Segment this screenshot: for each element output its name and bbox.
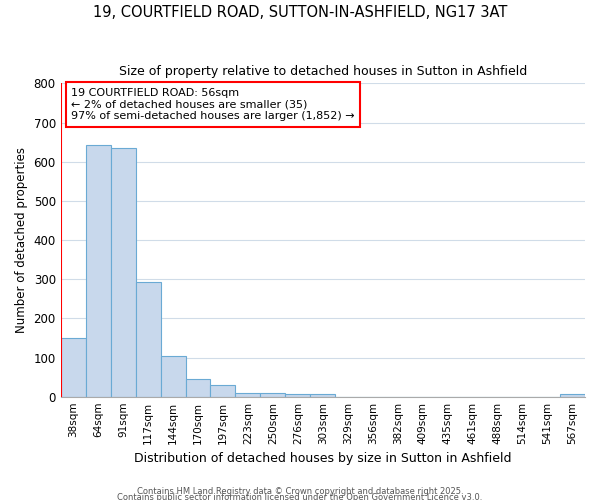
Bar <box>560 394 585 396</box>
Bar <box>185 380 211 396</box>
Bar <box>260 393 286 396</box>
Text: Contains public sector information licensed under the Open Government Licence v3: Contains public sector information licen… <box>118 492 482 500</box>
Bar <box>136 282 161 397</box>
X-axis label: Distribution of detached houses by size in Sutton in Ashfield: Distribution of detached houses by size … <box>134 452 512 465</box>
Bar <box>235 393 260 396</box>
Title: Size of property relative to detached houses in Sutton in Ashfield: Size of property relative to detached ho… <box>119 65 527 78</box>
Bar <box>310 394 335 396</box>
Bar <box>110 148 136 396</box>
Y-axis label: Number of detached properties: Number of detached properties <box>15 147 28 333</box>
Text: 19 COURTFIELD ROAD: 56sqm
← 2% of detached houses are smaller (35)
97% of semi-d: 19 COURTFIELD ROAD: 56sqm ← 2% of detach… <box>71 88 355 121</box>
Text: 19, COURTFIELD ROAD, SUTTON-IN-ASHFIELD, NG17 3AT: 19, COURTFIELD ROAD, SUTTON-IN-ASHFIELD,… <box>93 5 507 20</box>
Bar <box>161 356 185 397</box>
Bar <box>286 394 310 396</box>
Bar <box>61 338 86 396</box>
Bar <box>211 385 235 396</box>
Bar <box>86 145 110 397</box>
Text: Contains HM Land Registry data © Crown copyright and database right 2025.: Contains HM Land Registry data © Crown c… <box>137 487 463 496</box>
